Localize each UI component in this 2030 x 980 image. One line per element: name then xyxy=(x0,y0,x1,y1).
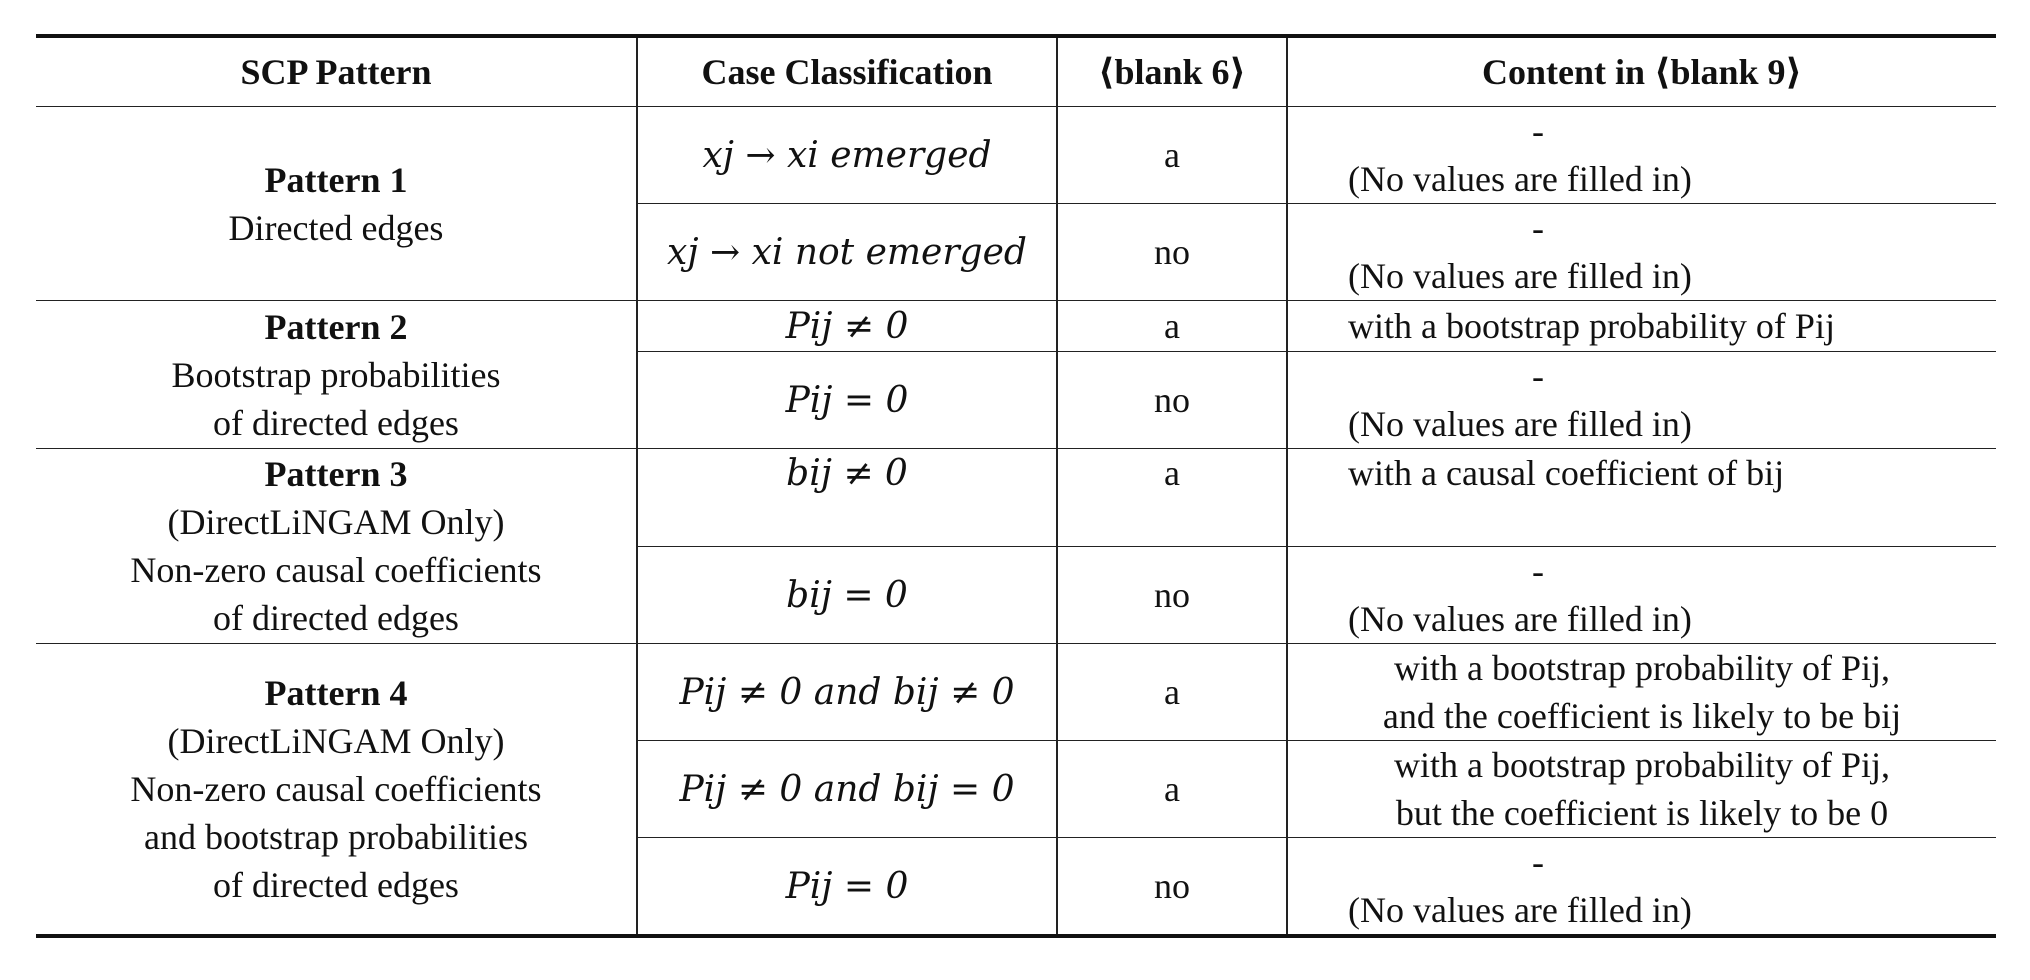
case-cell: xj → xi emerged xyxy=(636,106,1057,204)
content-cell: - (No values are filled in) xyxy=(1286,106,1996,204)
header-scp-pattern: SCP Pattern xyxy=(36,34,637,107)
blank6-cell: no xyxy=(1056,546,1287,644)
content-text: and the coefficient is likely to be bij xyxy=(1382,696,1902,736)
case-value: Pij ≠ 0 xyxy=(785,305,909,347)
blank6-cell: a xyxy=(1056,740,1287,838)
case-value: xj → xi not emerged xyxy=(667,231,1027,273)
table-row: bij = 0 no - (No values are filled in) xyxy=(36,546,1996,644)
case-value: bij ≠ 0 xyxy=(786,453,908,494)
header-blank6: ⟨blank 6⟩ xyxy=(1056,34,1287,107)
pattern-cell: Pattern 1 Directed edges xyxy=(36,107,637,301)
content-text: with a bootstrap probability of Pij, xyxy=(1394,745,1890,785)
case-cell: Pij ≠ 0 and bij = 0 xyxy=(636,740,1057,838)
content-dash: - xyxy=(1532,111,1544,151)
blank6-cell: a xyxy=(1056,643,1287,741)
case-cell: Pij = 0 xyxy=(636,837,1057,938)
case-cell: Pij ≠ 0 and bij ≠ 0 xyxy=(636,643,1057,741)
content-cell: with a bootstrap probability of Pij, but… xyxy=(1286,740,1996,838)
case-value: Pij ≠ 0 and bij ≠ 0 xyxy=(679,671,1015,713)
pattern-cell: Pattern 4 (DirectLiNGAM Only) Non-zero c… xyxy=(36,643,637,938)
table-row: Pattern 2 Bootstrap probabilities of dir… xyxy=(36,300,1996,449)
pattern-cell: Pattern 3 (DirectLiNGAM Only) Non-zero c… xyxy=(36,448,637,644)
table-row: Pattern 4 (DirectLiNGAM Only) Non-zero c… xyxy=(36,643,1996,938)
case-value: Pij ≠ 0 and bij = 0 xyxy=(679,768,1015,810)
pattern-title: Pattern 3 xyxy=(264,454,408,494)
content-dash: - xyxy=(1532,842,1544,882)
case-value: Pij = 0 xyxy=(785,865,909,907)
case-value: Pij = 0 xyxy=(785,379,909,421)
content-text: (No values are filled in) xyxy=(1348,256,1692,296)
case-value: xj → xi emerged xyxy=(702,134,992,176)
content-text: (No values are filled in) xyxy=(1348,404,1692,444)
pattern-description: (DirectLiNGAM Only) xyxy=(167,502,505,542)
pattern-description: of directed edges xyxy=(213,865,459,905)
content-dash: - xyxy=(1532,208,1544,248)
blank6-cell: a xyxy=(1056,300,1287,352)
content-text: (No values are filled in) xyxy=(1348,599,1692,639)
content-cell: - (No values are filled in) xyxy=(1286,351,1996,449)
pattern-title: Pattern 4 xyxy=(264,673,408,713)
content-cell: with a causal coefficient of bij xyxy=(1286,448,1996,547)
blank6-cell: no xyxy=(1056,351,1287,449)
content-dash: - xyxy=(1532,551,1544,591)
header-content-blank9: Content in ⟨blank 9⟩ xyxy=(1286,34,1996,107)
header-row: SCP Pattern Case Classification ⟨blank 6… xyxy=(36,34,1996,107)
table-row: Pij ≠ 0 and bij = 0 a with a bootstrap p… xyxy=(36,740,1996,838)
header-case-classification: Case Classification xyxy=(636,34,1057,107)
table-row: Pij = 0 no - (No values are filled in) xyxy=(36,837,1996,938)
scp-pattern-table: SCP Pattern Case Classification ⟨blank 6… xyxy=(36,34,1996,938)
case-cell: bij ≠ 0 xyxy=(636,448,1057,547)
table-row: Pattern 1 Directed edges xj → xi emerged… xyxy=(36,106,1996,248)
table-row: Pij = 0 no - (No values are filled in) xyxy=(36,351,1996,449)
pattern-description: Directed edges xyxy=(228,207,444,248)
pattern-description: Non-zero causal coefficients xyxy=(130,769,542,809)
content-text: with a causal coefficient of bij xyxy=(1348,453,1785,493)
blank6-cell: a xyxy=(1056,106,1287,204)
content-dash: - xyxy=(1532,356,1544,396)
pattern-cell: Pattern 2 Bootstrap probabilities of dir… xyxy=(36,300,637,449)
case-cell: Pij ≠ 0 xyxy=(636,300,1057,352)
blank6-cell: a xyxy=(1056,448,1287,547)
content-cell: - (No values are filled in) xyxy=(1286,203,1996,301)
content-text: (No values are filled in) xyxy=(1348,890,1692,930)
pattern-description: Bootstrap probabilities xyxy=(171,354,501,395)
pattern-description: and bootstrap probabilities xyxy=(144,817,528,857)
pattern-description: (DirectLiNGAM Only) xyxy=(167,721,505,761)
scp-pattern-table-container: SCP Pattern Case Classification ⟨blank 6… xyxy=(36,34,1996,938)
blank6-cell: no xyxy=(1056,203,1287,301)
content-text: with a bootstrap probability of Pij, xyxy=(1394,648,1890,688)
table-row: xj → xi not emerged no - (No values are … xyxy=(36,203,1996,301)
content-text: (No values are filled in) xyxy=(1348,159,1692,199)
pattern-description: of directed edges xyxy=(213,598,459,638)
table-row: Pattern 3 (DirectLiNGAM Only) Non-zero c… xyxy=(36,448,1996,644)
pattern-description: of directed edges xyxy=(213,402,459,443)
blank6-cell: no xyxy=(1056,837,1287,938)
content-text: but the coefficient is likely to be 0 xyxy=(1395,793,1889,833)
case-cell: bij = 0 xyxy=(636,546,1057,644)
content-cell: - (No values are filled in) xyxy=(1286,837,1996,938)
content-cell: with a bootstrap probability of Pij xyxy=(1286,300,1996,352)
pattern-title: Pattern 2 xyxy=(264,306,408,347)
content-text: with a bootstrap probability of Pij xyxy=(1348,306,1835,346)
pattern-title: Pattern 1 xyxy=(264,159,408,200)
case-cell: Pij = 0 xyxy=(636,351,1057,449)
case-value: bij = 0 xyxy=(786,574,908,616)
content-cell: - (No values are filled in) xyxy=(1286,546,1996,644)
case-cell: xj → xi not emerged xyxy=(636,203,1057,301)
content-cell: with a bootstrap probability of Pij, and… xyxy=(1286,643,1996,741)
pattern-description: Non-zero causal coefficients xyxy=(130,550,542,590)
